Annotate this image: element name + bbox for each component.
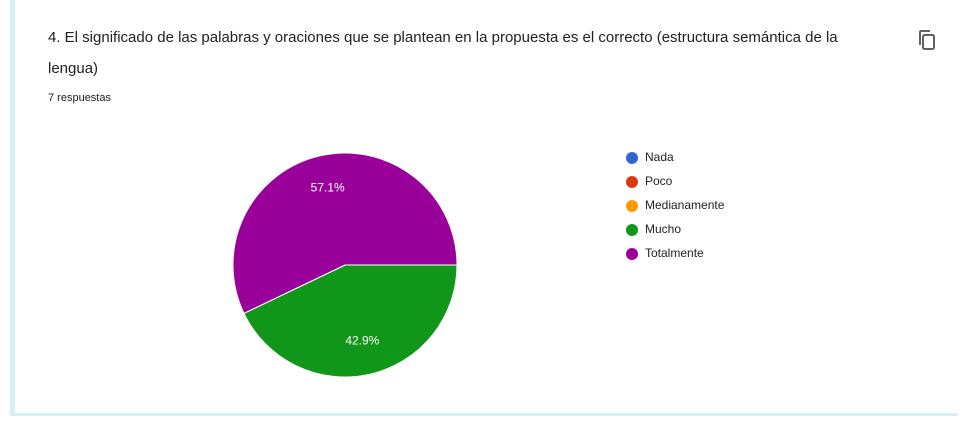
legend-label: Poco [645, 174, 673, 188]
question-card: 42.9% 57.1% Nada Poco Medianamente Mucho Total… [10, 0, 958, 416]
legend-marker [626, 224, 638, 236]
copy-button[interactable] [915, 28, 939, 54]
legend-marker [626, 248, 638, 260]
legend-marker [626, 176, 638, 188]
legend-marker [626, 200, 638, 212]
pie-slice [232, 152, 458, 314]
legend-label: Nada [645, 150, 674, 164]
chart: 42.9% 57.1% Nada Poco Medianamente Mucho Total… [232, 150, 725, 378]
legend-label: Mucho [645, 222, 681, 236]
legend-label: Medianamente [645, 198, 725, 212]
legend-label: Totalmente [645, 246, 704, 260]
question-title: 4. El significado de las palabras y orac… [48, 29, 838, 77]
slice-label: 42.9% [345, 334, 379, 348]
slice-label: 57.1% [311, 181, 345, 195]
pie-slice [243, 264, 458, 378]
legend-marker [626, 152, 638, 164]
response-count: 7 respuestas [48, 92, 111, 104]
